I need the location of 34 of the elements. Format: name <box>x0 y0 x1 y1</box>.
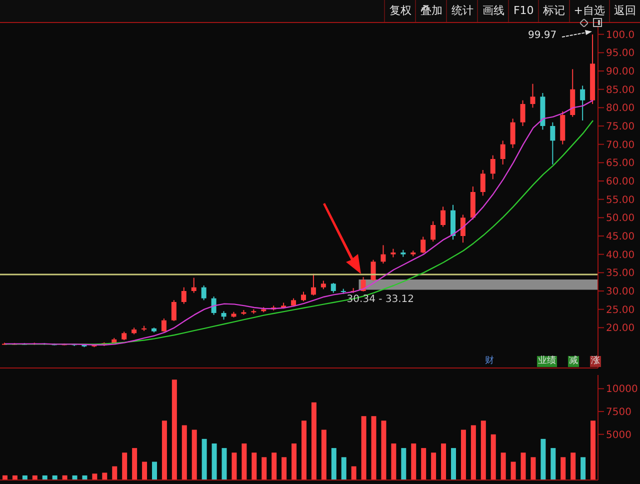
text: 叠加 <box>415 0 446 22</box>
y-tick-label: 55.00 <box>606 194 635 206</box>
y-tick-label: 5000 <box>606 430 632 441</box>
y-tick-label: 100.0 <box>606 30 635 41</box>
y-tick-label: 25.00 <box>606 304 635 316</box>
text: 复权 <box>384 0 416 22</box>
y-tick-label: 40.00 <box>606 250 635 261</box>
y-tick-label: 50.00 <box>606 213 635 224</box>
y-tick-label: 7500 <box>606 407 632 418</box>
annotation: 财 <box>484 356 495 367</box>
annotation: 业绩 <box>537 356 557 367</box>
y-tick-label: 75.00 <box>606 122 635 133</box>
text: 标记 <box>538 0 569 22</box>
annotation: 99.97 <box>528 30 557 41</box>
y-tick-label: 70.00 <box>606 140 635 151</box>
annotation: 涨 <box>590 356 601 367</box>
text: 返回 <box>609 0 640 22</box>
y-tick-label: 35.00 <box>606 268 635 280</box>
y-tick-label: 10000 <box>606 384 638 396</box>
text: 统计 <box>446 0 478 22</box>
y-tick-label: 65.00 <box>606 158 635 170</box>
text: 画线 <box>477 0 508 22</box>
y-tick-label: 95.00 <box>606 48 635 60</box>
text: F10 <box>508 0 538 22</box>
y-tick-label: 45.00 <box>606 232 635 243</box>
y-tick-label: 85.00 <box>606 84 635 96</box>
y-tick-label: 90.00 <box>606 66 635 78</box>
band-label: 30.34 - 33.12 <box>346 294 414 305</box>
y-tick-label: 20.00 <box>606 323 635 334</box>
text: +自选 <box>568 0 609 22</box>
y-tick-label: 80.00 <box>606 103 635 114</box>
annotation: 减 <box>568 356 579 367</box>
y-tick-label: 30.00 <box>606 286 635 298</box>
y-tick-label: 60.00 <box>606 176 635 188</box>
